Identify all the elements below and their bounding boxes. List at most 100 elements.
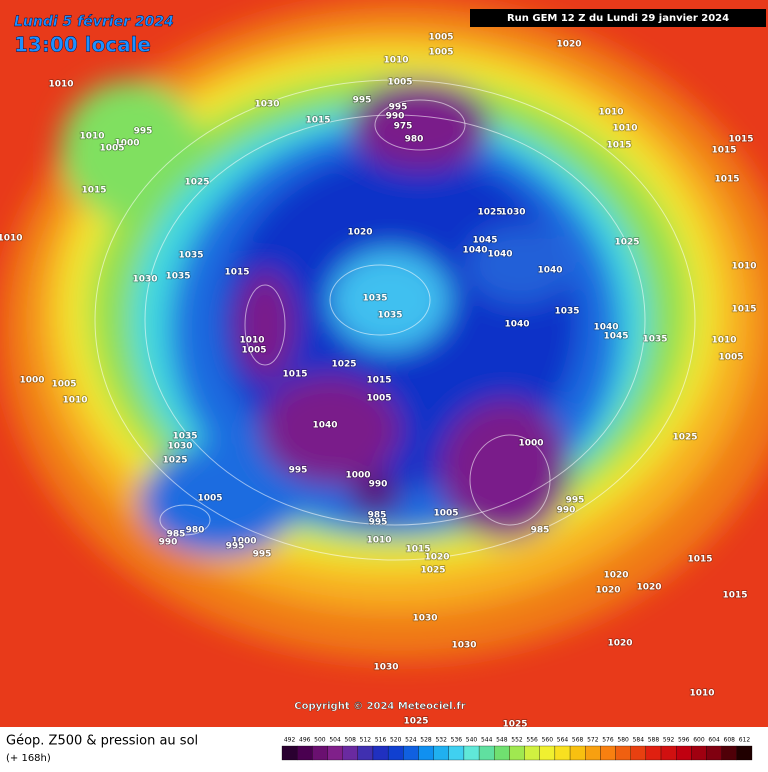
legend-swatch xyxy=(676,745,692,761)
isobar-label: 1010 xyxy=(48,80,73,90)
legend-label: 524 xyxy=(405,737,417,744)
isobar-label: 1030 xyxy=(132,275,157,285)
isobar-label: 1005 xyxy=(366,394,391,404)
legend-swatch xyxy=(524,745,540,761)
isobar-label: 1030 xyxy=(412,614,437,624)
isobar-label: 1035 xyxy=(178,251,203,261)
isobar-label: 1030 xyxy=(451,641,476,651)
isobar-label: 1040 xyxy=(593,323,618,333)
legend-label: 596 xyxy=(678,737,690,744)
isobar-label: 1010 xyxy=(731,262,756,272)
isobar-label: 1010 xyxy=(598,108,623,118)
isobar-label: 1005 xyxy=(99,144,124,154)
legend-label: 544 xyxy=(481,737,493,744)
isobar-label: 1015 xyxy=(405,545,430,555)
legend-swatch xyxy=(554,745,571,761)
isobar-label: 1010 xyxy=(612,124,637,134)
legend-swatch xyxy=(736,745,753,761)
legend-label: 560 xyxy=(542,737,554,744)
isobar-label: 1040 xyxy=(487,250,512,260)
isobar-label: 995 xyxy=(226,542,245,552)
isobar-label: 1035 xyxy=(165,272,190,282)
isobar-label: 1025 xyxy=(420,566,445,576)
isobar-label: 1035 xyxy=(362,294,387,304)
isobar-label: 1010 xyxy=(689,689,714,699)
legend-label: 568 xyxy=(572,737,584,744)
legend-label: 500 xyxy=(314,737,326,744)
isobar-label: 1025 xyxy=(672,433,697,443)
legend-label: 600 xyxy=(693,737,705,744)
legend-swatch xyxy=(327,745,343,761)
legend-swatch xyxy=(342,745,358,761)
isobar-label: 1010 xyxy=(79,132,104,142)
date: Lundi 5 février 2024 xyxy=(14,14,174,30)
isobar-label: 1015 xyxy=(722,591,747,601)
legend-swatch xyxy=(600,745,616,761)
legend-swatch xyxy=(312,745,328,761)
legend-label: 608 xyxy=(724,737,736,744)
legend-label: 576 xyxy=(602,737,614,744)
isobar-label: 995 xyxy=(134,127,153,137)
isobar-label: 1020 xyxy=(636,583,661,593)
isobar-label: 1015 xyxy=(728,135,753,145)
legend: 492 496 500 504 508 512 516 520 524 528 532 536 540 5… xyxy=(281,737,753,761)
isobar-label: 980 xyxy=(186,526,205,536)
isobar-label: 1030 xyxy=(254,100,279,110)
isobar-label: 1015 xyxy=(714,175,739,185)
legend-label: 612 xyxy=(739,737,751,744)
isobar-label: 1005 xyxy=(428,33,453,43)
legend-swatch xyxy=(660,745,677,761)
isobar-label: 1025 xyxy=(477,208,502,218)
isobar-label: 1005 xyxy=(433,509,458,519)
isobar-label: 985 xyxy=(368,511,387,521)
isobar-label: 1040 xyxy=(312,421,337,431)
legend-label: 580 xyxy=(617,737,629,744)
legend-swatch xyxy=(433,745,449,761)
isobar-label: 1030 xyxy=(373,663,398,673)
legend-label: 548 xyxy=(496,737,508,744)
isobar-label: 1005 xyxy=(197,494,222,504)
legend-swatch xyxy=(478,745,495,761)
legend-label: 516 xyxy=(375,737,387,744)
isobar-label: 1035 xyxy=(172,432,197,442)
isobar-label: 1015 xyxy=(687,555,712,565)
isobar-label: 1000 xyxy=(518,439,543,449)
legend-swatch xyxy=(372,745,389,761)
legend-swatch xyxy=(448,745,465,761)
footer-lead: (+ 168h) xyxy=(6,753,51,764)
legend-swatch xyxy=(706,745,722,761)
isobar-label: 1015 xyxy=(606,141,631,151)
isobar-label: 1010 xyxy=(0,234,23,244)
isobar-label: 1025 xyxy=(331,360,356,370)
legend-label: 512 xyxy=(360,737,372,744)
legend-swatch xyxy=(585,745,601,761)
isobar-label: 1020 xyxy=(556,40,581,50)
isobar-label: 1045 xyxy=(603,332,628,342)
legend-swatch xyxy=(539,745,556,761)
legend-label: 492 xyxy=(284,737,296,744)
legend-swatch xyxy=(691,745,707,761)
legend-swatch xyxy=(387,745,404,761)
legend-swatch xyxy=(281,745,298,761)
isobar-label: 1000 xyxy=(114,139,139,149)
isobar-label: 1020 xyxy=(607,639,632,649)
isobar-label: 1015 xyxy=(81,186,106,196)
isobar-label: 995 xyxy=(566,496,585,506)
isobar-label: 1040 xyxy=(504,320,529,330)
run-info: Run GEM 12 Z du Lundi 29 janvier 2024 xyxy=(507,13,729,24)
isobar-label: 980 xyxy=(405,135,424,145)
isobar-label: 1030 xyxy=(167,442,192,452)
legend-label: 556 xyxy=(526,737,538,744)
isobar-label: 995 xyxy=(353,96,372,106)
isobar-label: 1015 xyxy=(711,146,736,156)
isobar-label: 990 xyxy=(386,112,405,122)
legend-label: 584 xyxy=(633,737,645,744)
isobar-label: 990 xyxy=(557,506,576,516)
legend-swatch xyxy=(630,745,647,761)
isobar-label: 995 xyxy=(253,550,272,560)
legend-label: 528 xyxy=(420,737,432,744)
legend-swatch xyxy=(357,745,374,761)
legend-label: 496 xyxy=(299,737,311,744)
legend-swatch xyxy=(297,745,313,761)
